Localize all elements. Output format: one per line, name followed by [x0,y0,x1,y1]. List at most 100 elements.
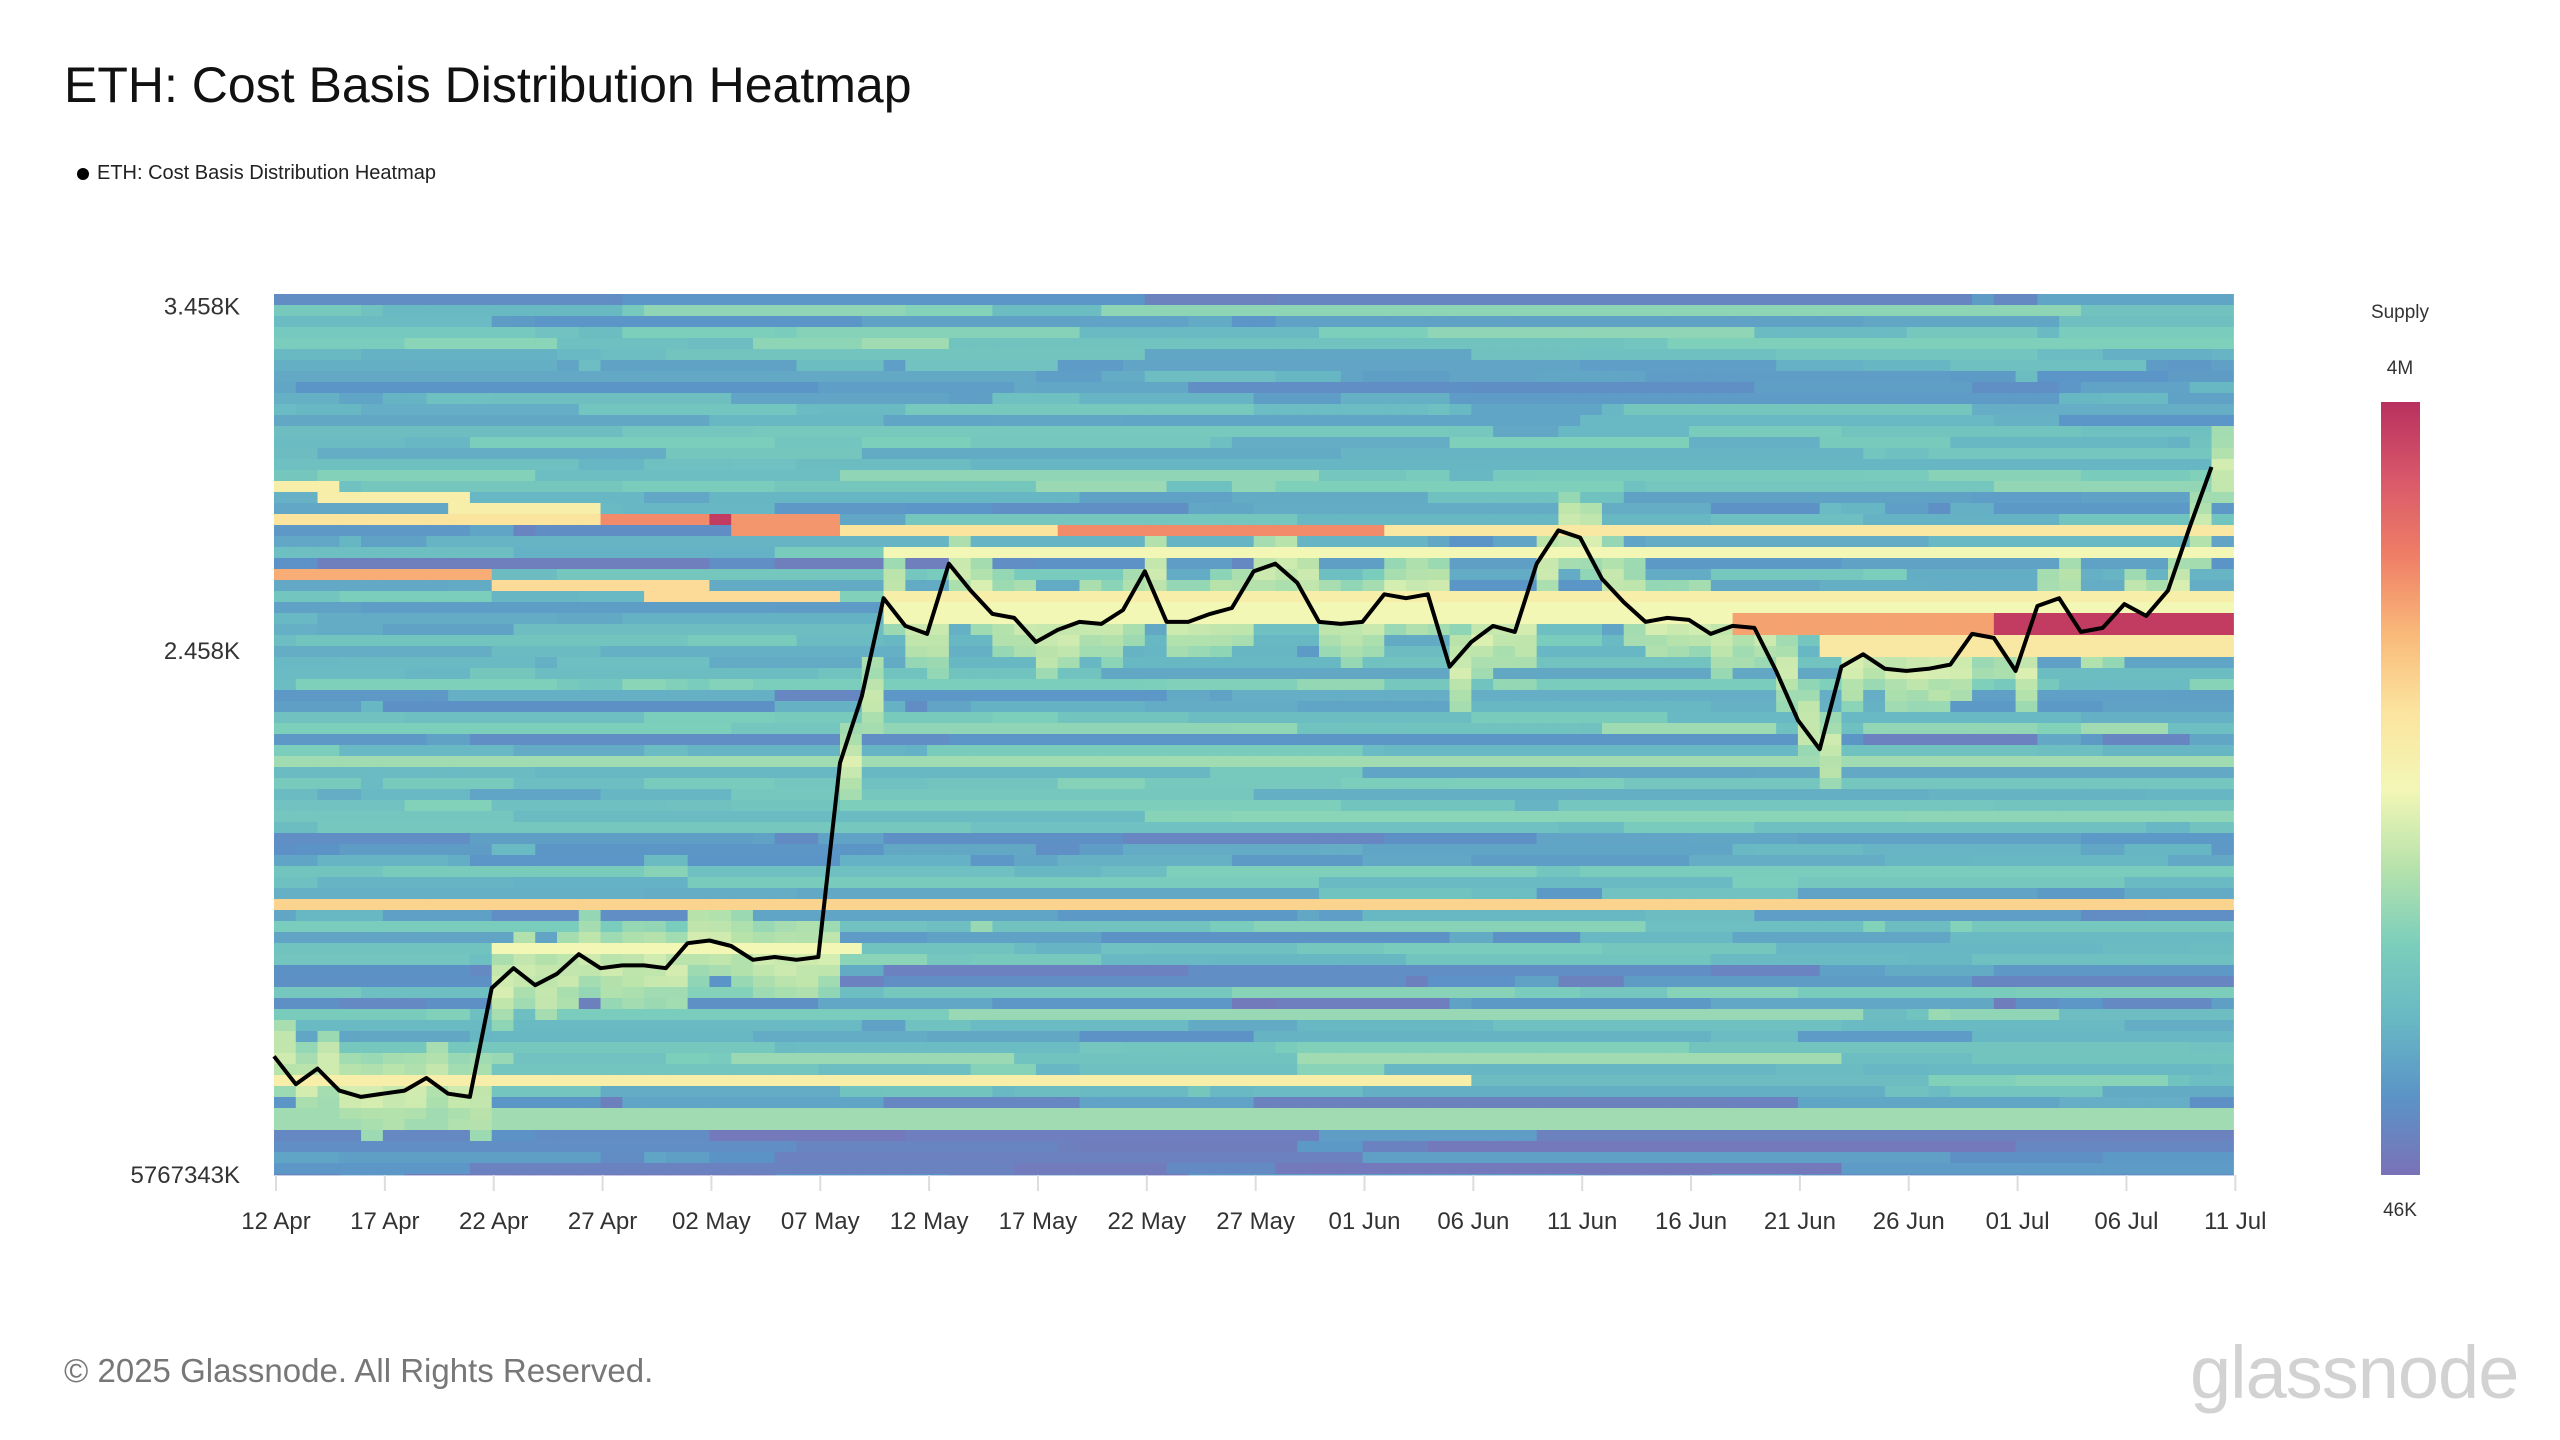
heatmap-cell [905,327,928,339]
heatmap-cell [992,833,1015,845]
heatmap-cell [1580,569,1603,581]
heatmap-cell [970,613,994,625]
heatmap-cell [1210,877,1233,889]
heatmap-cell [709,701,732,713]
heatmap-cell [2146,866,2169,878]
heatmap-cell [752,701,776,713]
heatmap-cell [426,800,449,812]
heatmap-cell [752,437,776,449]
heatmap-cell [1014,767,1037,779]
heatmap-cell [1797,668,1821,680]
heatmap-cell [905,547,928,559]
heatmap-cell [1906,316,1930,328]
heatmap-cell [1014,393,1037,405]
heatmap-cell [2124,503,2147,515]
heatmap-cell [1732,404,1755,416]
heatmap-cell [1710,382,1734,394]
heatmap-cell [1362,481,1385,493]
heatmap-cell [861,701,885,713]
heatmap-cell [1079,756,1102,768]
heatmap-cell [1362,844,1385,856]
heatmap-cell [317,844,340,856]
heatmap-cell [1797,525,1821,537]
heatmap-cell [644,899,667,911]
heatmap-cell [1623,338,1647,350]
heatmap-cell [1471,888,1494,900]
heatmap-cell [469,470,493,482]
heatmap-cell [578,822,602,834]
heatmap-cell [1471,789,1494,801]
heatmap-cell [1906,888,1930,900]
heatmap-cell [317,624,340,636]
heatmap-cell [382,712,406,724]
heatmap-cell [295,811,319,823]
heatmap-cell [774,327,798,339]
heatmap-cell [1471,382,1494,394]
heatmap-cell [1514,624,1538,636]
heatmap-cell [1797,844,1821,856]
heatmap-cell [1471,492,1494,504]
heatmap-cell [665,470,689,482]
heatmap-cell [1993,624,2017,636]
heatmap-cell [1950,426,1973,438]
heatmap-cell [709,756,732,768]
heatmap-cell [622,294,645,306]
heatmap-cell [1144,437,1168,449]
heatmap-cell [1188,294,1211,306]
heatmap-cell [1993,844,2017,856]
heatmap-cell [2211,547,2234,559]
heatmap-cell [1253,448,1277,460]
heatmap-cell [404,294,427,306]
heatmap-cell [469,800,493,812]
heatmap-cell [1558,360,1581,372]
heatmap-cell [1906,327,1930,339]
heatmap-cell [1210,349,1233,361]
heatmap-cell [426,723,449,735]
heatmap-cell [1144,855,1168,867]
heatmap-cell [1972,888,1995,900]
heatmap-cell [1776,635,1799,647]
heatmap-cell [1362,547,1385,559]
heatmap-cell [752,635,776,647]
heatmap-cell [1166,426,1189,438]
heatmap-cell [665,514,689,526]
heatmap-cell [557,525,580,537]
heatmap-cell [1188,470,1211,482]
heatmap-cell [2037,657,2060,669]
heatmap-cell [600,294,623,306]
heatmap-cell [1906,635,1930,647]
heatmap-cell [513,712,536,724]
heatmap-cell [426,734,449,746]
heatmap-cell [2211,470,2234,482]
heatmap-cell [2037,525,2060,537]
heatmap-cell [1645,734,1668,746]
heatmap-cell [1275,525,1298,537]
heatmap-cell [2189,327,2213,339]
heatmap-cell [840,448,863,460]
heatmap-cell [557,888,580,900]
heatmap-cell [731,305,754,317]
heatmap-cell [1057,481,1081,493]
heatmap-cell [948,426,972,438]
heatmap-cell [1776,723,1799,735]
heatmap-cell [1863,811,1886,823]
heatmap-cell [1449,316,1472,328]
heatmap-cell [1231,833,1255,845]
heatmap-cell [1101,580,1124,592]
heatmap-cell [1253,492,1277,504]
heatmap-cell [1253,426,1277,438]
legend-item[interactable]: ETH: Cost Basis Distribution Heatmap [77,162,436,185]
heatmap-cell [1972,811,1995,823]
heatmap-cell [1993,767,2017,779]
heatmap-cell [1231,426,1255,438]
heatmap-cell [2211,393,2234,405]
heatmap-cell [1689,657,1712,669]
heatmap-cell [1710,459,1734,471]
heatmap-cell [970,767,994,779]
heatmap-cell [1275,448,1298,460]
heatmap-cell [1493,646,1516,658]
heatmap-cell [1231,712,1255,724]
heatmap-cell [1841,492,1864,504]
heatmap-cell [1884,877,1908,889]
heatmap-cell [1384,580,1407,592]
